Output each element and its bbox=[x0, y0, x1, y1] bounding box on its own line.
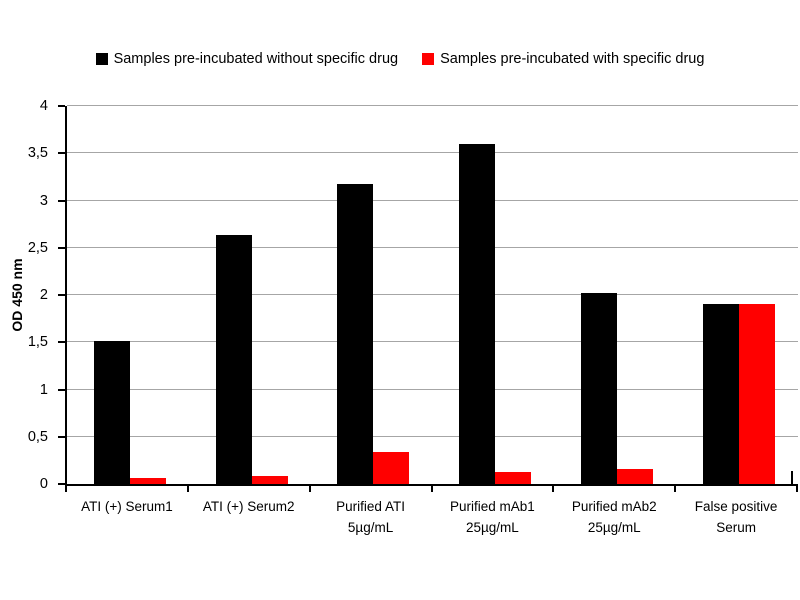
x-axis-tick bbox=[430, 485, 433, 492]
y-axis-tick bbox=[58, 483, 65, 485]
bar-red-2 bbox=[373, 451, 410, 484]
bar-black-4 bbox=[581, 293, 618, 484]
y-tick-label: 0 bbox=[39, 476, 48, 492]
legend-item-with-drug: Samples pre-incubated with specific drug bbox=[422, 50, 704, 68]
x-axis-tick bbox=[674, 485, 677, 492]
y-tick-label: 3,5 bbox=[27, 145, 48, 162]
gridline bbox=[67, 199, 798, 201]
x-axis-tick bbox=[552, 485, 555, 492]
y-axis-tick bbox=[58, 294, 65, 296]
y-axis-tick bbox=[58, 341, 65, 344]
legend-swatch-black-icon bbox=[95, 53, 108, 65]
bar-black-3 bbox=[459, 143, 496, 484]
x-category-label: Purified ATI 5µg/mL bbox=[336, 499, 405, 535]
bar-red-1 bbox=[251, 476, 288, 484]
x-axis-tick bbox=[796, 485, 798, 492]
y-tick-label: 3 bbox=[39, 192, 48, 209]
bar-black-0 bbox=[93, 341, 130, 484]
y-axis-tick bbox=[58, 152, 65, 155]
y-axis-tick bbox=[58, 435, 65, 438]
legend-item-without-drug: Samples pre-incubated without specific d… bbox=[95, 50, 399, 68]
x-category-label: Purified mAb2 25µg/mL bbox=[571, 499, 657, 535]
gridline bbox=[67, 294, 798, 295]
legend-label-without-drug: Samples pre-incubated without specific d… bbox=[113, 51, 399, 67]
gridline bbox=[67, 435, 798, 437]
y-axis-tick bbox=[58, 388, 65, 391]
y-axis-tick bbox=[58, 105, 65, 107]
y-tick-label: 0,5 bbox=[27, 428, 48, 445]
axis-end-tick bbox=[790, 471, 793, 484]
y-axis-tick bbox=[58, 246, 65, 249]
y-tick-label: 4 bbox=[39, 98, 48, 114]
y-tick-label: 1,5 bbox=[27, 334, 48, 351]
x-category-label: ATI (+) Serum1 bbox=[81, 499, 173, 514]
chart-legend: Samples pre-incubated without specific d… bbox=[0, 50, 800, 68]
y-axis-tick bbox=[58, 199, 65, 202]
gridline bbox=[67, 246, 798, 248]
gridline bbox=[67, 105, 798, 106]
bar-red-0 bbox=[129, 478, 166, 484]
bar-red-5 bbox=[738, 303, 775, 484]
y-tick-label: 1 bbox=[39, 381, 48, 398]
gridline bbox=[67, 341, 798, 343]
bar-red-3 bbox=[495, 471, 532, 484]
x-category-label: False positive Serum bbox=[694, 499, 778, 535]
x-axis-tick bbox=[308, 485, 311, 492]
bar-red-4 bbox=[617, 468, 653, 484]
bar-black-2 bbox=[337, 184, 374, 484]
x-axis-tick bbox=[65, 485, 67, 492]
gridline bbox=[67, 152, 798, 154]
x-category-label: ATI (+) Serum2 bbox=[202, 499, 295, 514]
legend-swatch-red-icon bbox=[422, 53, 435, 65]
bar-black-5 bbox=[702, 303, 739, 484]
y-tick-label: 2,5 bbox=[27, 239, 48, 256]
x-axis-tick bbox=[186, 485, 189, 492]
bar-black-1 bbox=[215, 235, 252, 484]
plot-area bbox=[65, 105, 798, 486]
x-category-label: Purified mAb1 25µg/mL bbox=[450, 499, 535, 535]
gridline bbox=[67, 388, 798, 390]
y-tick-label: 2 bbox=[39, 287, 48, 303]
legend-label-with-drug: Samples pre-incubated with specific drug bbox=[440, 51, 705, 67]
